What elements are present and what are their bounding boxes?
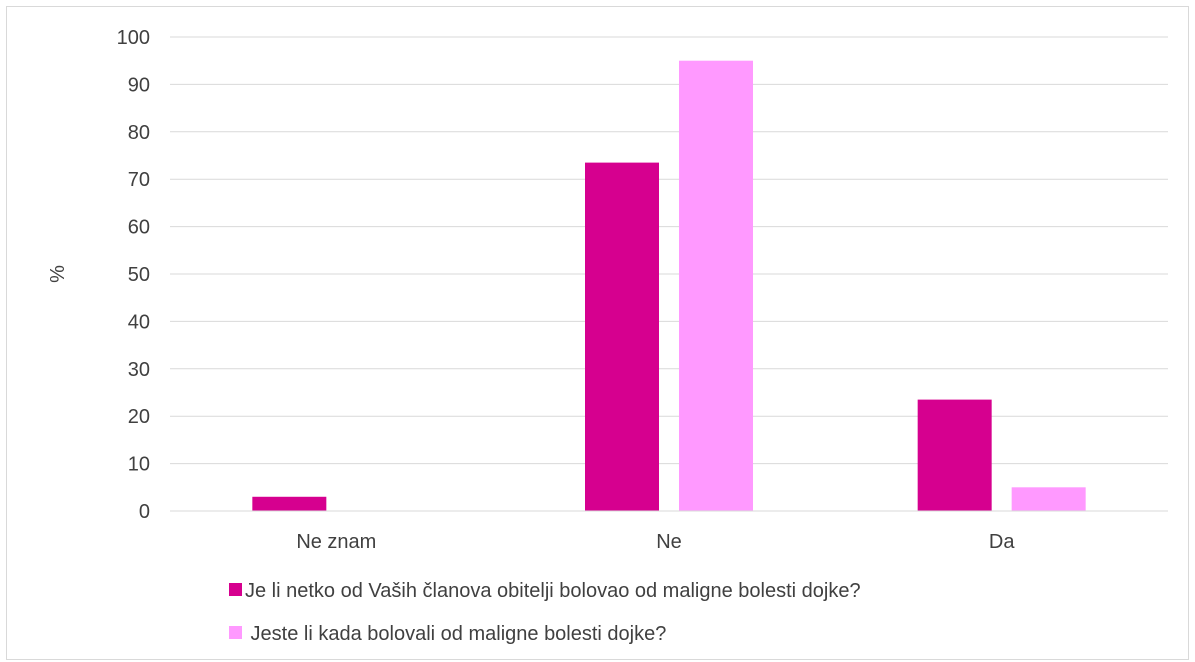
- x-tick-label: Ne: [656, 531, 682, 553]
- y-tick-label: 50: [128, 264, 150, 286]
- y-tick-label: 100: [117, 27, 150, 49]
- legend-label: Je li netko od Vaših članova obitelji bo…: [245, 580, 861, 602]
- y-tick-label: 90: [128, 74, 150, 96]
- legend-swatch: [229, 583, 242, 596]
- bar: [585, 162, 659, 512]
- x-tick-label: Da: [989, 531, 1015, 553]
- y-tick-label: 20: [128, 406, 150, 428]
- y-tick-label: 0: [139, 501, 150, 523]
- bars: [252, 60, 1086, 512]
- bar: [679, 60, 753, 511]
- legend-label: Jeste li kada bolovali od maligne bolest…: [245, 623, 666, 645]
- bar: [252, 496, 327, 511]
- gridlines: [170, 36, 1168, 465]
- x-tick-label: Ne znam: [296, 531, 376, 553]
- legend: Je li netko od Vaših članova obitelji bo…: [229, 580, 861, 645]
- y-tick-label: 30: [128, 359, 150, 381]
- y-axis-ticks: 0 10 20 30 40 50 60 70 80 90 100: [117, 27, 150, 523]
- x-axis-ticks: Ne znam Ne Da: [296, 531, 1015, 553]
- y-tick-label: 80: [128, 122, 150, 144]
- bar: [917, 399, 992, 511]
- y-tick-label: 40: [128, 311, 150, 333]
- bar: [1011, 487, 1086, 511]
- y-tick-label: 70: [128, 169, 150, 191]
- y-tick-label: 60: [128, 217, 150, 239]
- y-tick-label: 10: [128, 454, 150, 476]
- legend-swatch: [229, 626, 242, 639]
- y-axis-title: %: [47, 265, 69, 283]
